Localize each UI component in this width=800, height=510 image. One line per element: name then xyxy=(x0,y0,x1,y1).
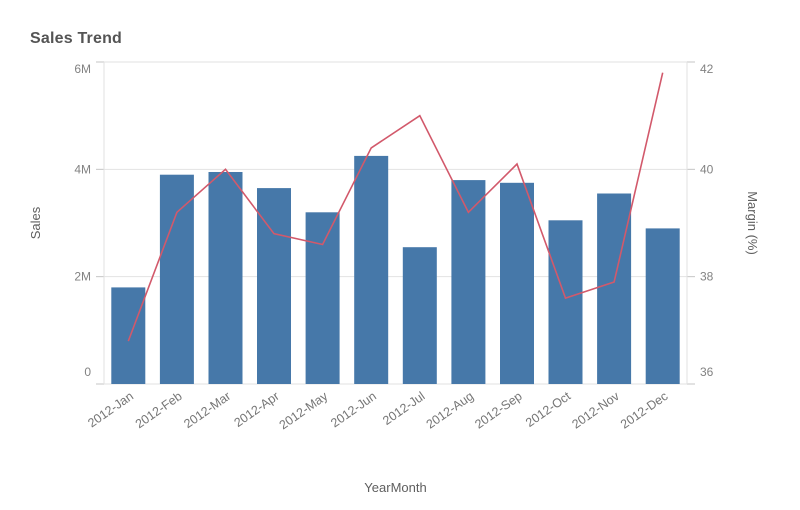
x-axis-title: YearMonth xyxy=(364,480,426,495)
y-axis-left-tick-label: 0 xyxy=(84,365,91,379)
y-axis-left-tick-label: 2M xyxy=(74,270,91,284)
x-axis-label-2012-Jun[interactable]: 2012-Jun xyxy=(328,389,379,430)
x-axis-label-2012-Dec[interactable]: 2012-Dec xyxy=(618,389,670,432)
bar-2012-Sep[interactable] xyxy=(500,182,534,385)
x-axis-label-2012-Sep[interactable]: 2012-Sep xyxy=(472,389,524,432)
bar-2012-Nov[interactable] xyxy=(597,193,632,385)
bar-2012-Feb[interactable] xyxy=(159,174,194,384)
bar-2012-May[interactable] xyxy=(305,212,340,384)
y-axis-left-tick-label: 4M xyxy=(74,162,91,176)
x-axis-label-2012-Nov[interactable]: 2012-Nov xyxy=(569,389,622,432)
x-axis-label-2012-Mar[interactable]: 2012-Mar xyxy=(181,389,233,431)
y-axis-title-left: Sales xyxy=(28,206,43,239)
x-axis-label-2012-Jan[interactable]: 2012-Jan xyxy=(85,389,136,430)
bar-2012-Jun[interactable] xyxy=(354,155,389,384)
chart-title: Sales Trend xyxy=(30,30,123,47)
bar-2012-Oct[interactable] xyxy=(548,220,583,384)
x-axis-label-2012-May[interactable]: 2012-May xyxy=(277,389,331,433)
y-axis-right-tick-label: 38 xyxy=(700,270,714,284)
x-axis-label-2012-Feb[interactable]: 2012-Feb xyxy=(133,389,185,431)
x-axis-label-2012-Jul[interactable]: 2012-Jul xyxy=(380,389,427,428)
y-axis-right-tick-label: 36 xyxy=(700,365,714,379)
bar-2012-Aug[interactable] xyxy=(451,180,486,384)
y-axis-left-tick-label: 6M xyxy=(74,62,91,76)
bar-2012-Dec[interactable] xyxy=(645,228,680,384)
x-axis-label-2012-Oct[interactable]: 2012-Oct xyxy=(523,389,574,430)
x-axis-label-2012-Apr[interactable]: 2012-Apr xyxy=(232,389,282,430)
margin-line[interactable] xyxy=(127,72,664,342)
bar-2012-Jul[interactable] xyxy=(402,247,437,384)
y-axis-title-right: Margin (%) xyxy=(745,191,760,255)
bar-2012-Jan[interactable] xyxy=(111,287,146,384)
x-axis-label-2012-Aug[interactable]: 2012-Aug xyxy=(424,389,476,432)
bar-2012-Apr[interactable] xyxy=(257,188,291,384)
y-axis-right-tick-label: 42 xyxy=(700,62,714,76)
y-axis-right-tick-label: 40 xyxy=(700,162,714,176)
bar-2012-Mar[interactable] xyxy=(208,172,243,384)
